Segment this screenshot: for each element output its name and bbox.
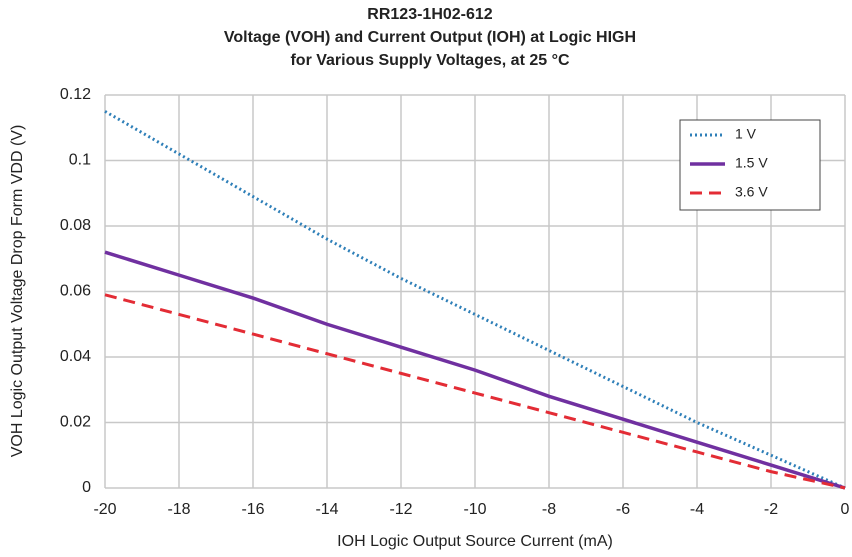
x-tick-label: -2 (764, 501, 778, 518)
y-tick-label: 0.08 (60, 217, 91, 234)
y-tick-label: 0 (82, 479, 91, 496)
chart-title: Voltage (VOH) and Current Output (IOH) a… (224, 29, 636, 46)
y-tick-label: 0.04 (60, 348, 91, 365)
x-tick-label: -10 (463, 501, 486, 518)
x-tick-label: -20 (93, 501, 116, 518)
x-tick-label: -16 (241, 501, 264, 518)
x-axis-label: IOH Logic Output Source Current (mA) (337, 533, 613, 550)
x-tick-label: -12 (389, 501, 412, 518)
y-tick-label: 0.02 (60, 414, 91, 431)
y-tick-label: 0.1 (69, 152, 91, 169)
y-tick-label: 0.06 (60, 283, 91, 300)
x-tick-label: 0 (841, 501, 850, 518)
legend-label: 1.5 V (735, 155, 768, 171)
legend-label: 1 V (735, 126, 757, 142)
y-tick-label: 0.12 (60, 86, 91, 103)
y-axis-label: VOH Logic Output Voltage Drop Form VDD (… (9, 125, 26, 458)
x-tick-label: -4 (690, 501, 704, 518)
x-tick-label: -8 (542, 501, 556, 518)
x-tick-label: -14 (315, 501, 338, 518)
chart-title: for Various Supply Voltages, at 25 °C (290, 52, 570, 69)
data-line (104, 250, 846, 490)
data-line (104, 293, 846, 490)
x-tick-label: -6 (616, 501, 630, 518)
x-tick-label: -18 (167, 501, 190, 518)
legend-label: 3.6 V (735, 184, 768, 200)
data-line (104, 110, 846, 490)
chart-title: RR123-1H02-612 (367, 6, 493, 23)
